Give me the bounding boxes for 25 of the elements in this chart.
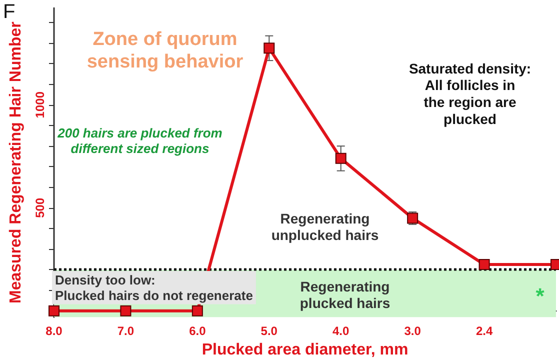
point	[192, 305, 203, 316]
x-tick-label: 4.0	[332, 324, 350, 338]
point	[120, 305, 132, 316]
point	[478, 259, 490, 270]
text: F	[3, 1, 16, 23]
x-tick-label: 7.0	[117, 324, 134, 338]
annotation: Zone of quorum sensing behavior	[86, 28, 244, 73]
y-tick-label: 500	[33, 198, 47, 218]
annotation: *	[536, 284, 545, 309]
y-axis-title: Measured Regenerating Hair Number	[8, 22, 24, 304]
annotation: Regenerating unplucked hairs	[271, 210, 379, 244]
point	[335, 152, 346, 164]
point	[264, 42, 275, 54]
annotation: Saturated density: All follicles in the region are plucked	[408, 60, 532, 127]
x-tick-label: 3.0	[404, 324, 422, 338]
y-tick-label: 1000	[33, 91, 47, 118]
x-tick-label: 2.4	[476, 324, 493, 338]
x-tick-label: 6.0	[189, 324, 206, 338]
point	[48, 305, 60, 316]
annotation: Regenerating plucked hairs	[300, 278, 390, 312]
annotation: 200 hairs are plucked from different sized regions	[56, 125, 223, 156]
x-tick-label: 5.0	[260, 324, 278, 338]
annotation: Density too low: Plucked hairs do not regenerate	[55, 272, 253, 303]
x-tick-label: 8.0	[46, 324, 63, 338]
x-axis-title: Plucked area diameter, mm	[202, 342, 408, 358]
